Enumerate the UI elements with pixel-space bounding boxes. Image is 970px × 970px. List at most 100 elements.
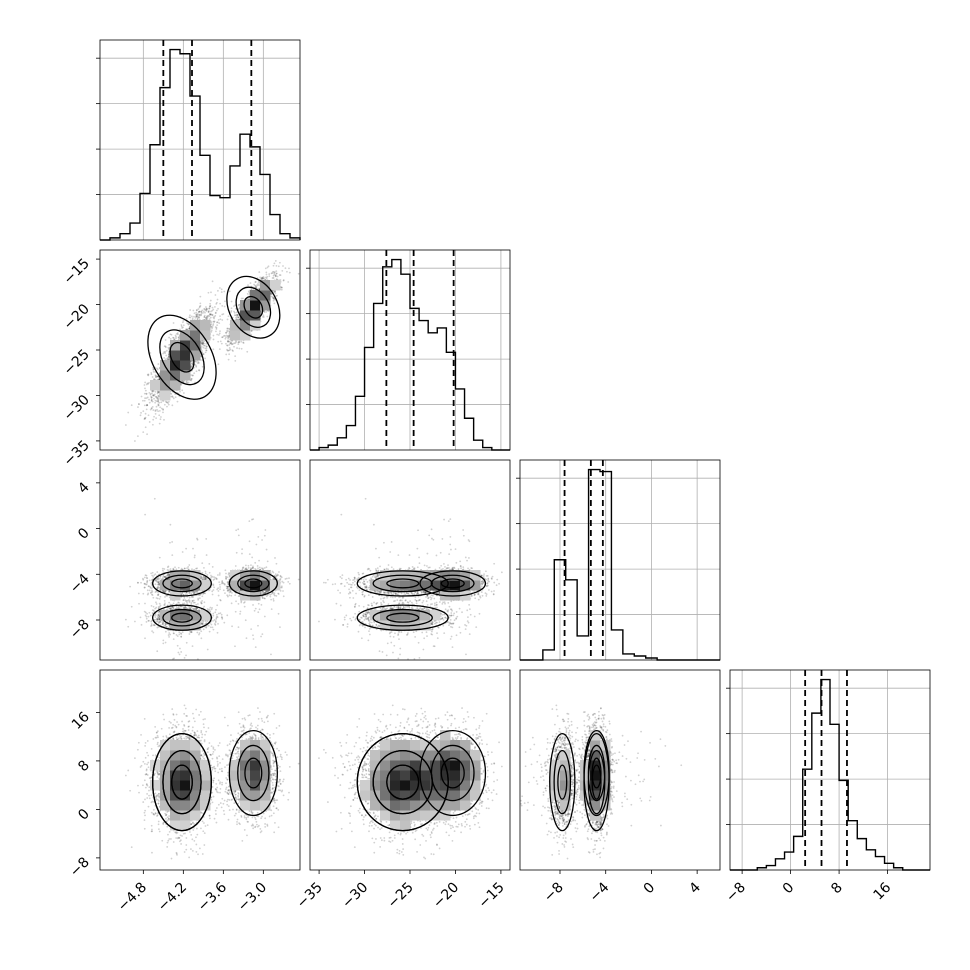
sample-point bbox=[282, 265, 284, 267]
sample-point bbox=[153, 394, 156, 397]
sample-point bbox=[205, 554, 208, 556]
sample-point bbox=[171, 396, 174, 399]
sample-point bbox=[202, 343, 205, 346]
sample-point bbox=[271, 272, 274, 274]
sample-point bbox=[205, 310, 208, 312]
sample-point bbox=[144, 513, 147, 516]
sample-point bbox=[275, 278, 278, 281]
sample-point bbox=[171, 395, 174, 398]
sample-point bbox=[220, 288, 223, 291]
sample-point bbox=[195, 315, 198, 318]
sample-point bbox=[229, 348, 232, 351]
sample-point bbox=[226, 318, 229, 321]
sample-point bbox=[203, 308, 206, 311]
sample-point bbox=[153, 378, 155, 381]
sample-point bbox=[150, 373, 153, 376]
sample-point bbox=[204, 357, 207, 360]
sample-point bbox=[223, 290, 226, 293]
sample-point bbox=[209, 305, 211, 308]
sample-point bbox=[163, 351, 165, 353]
histogram-frame-4 bbox=[729, 669, 931, 871]
sample-point bbox=[215, 301, 218, 304]
sample-point bbox=[148, 381, 150, 384]
sample-point bbox=[207, 341, 210, 343]
scatter-panel-3-1 bbox=[124, 497, 300, 660]
sample-point bbox=[205, 316, 208, 319]
sample-point bbox=[265, 271, 268, 274]
sample-point bbox=[240, 340, 243, 343]
sample-point bbox=[189, 309, 192, 311]
sample-point bbox=[157, 400, 160, 403]
sample-point bbox=[267, 265, 270, 268]
sample-point bbox=[281, 269, 284, 272]
sample-point bbox=[143, 392, 146, 395]
sample-point bbox=[198, 314, 201, 317]
sample-point bbox=[261, 277, 263, 280]
sample-point bbox=[196, 313, 199, 315]
sample-point bbox=[143, 417, 146, 420]
sample-point bbox=[198, 313, 201, 316]
sample-point bbox=[143, 418, 146, 421]
sample-point bbox=[224, 300, 226, 303]
sample-point bbox=[155, 400, 158, 403]
sample-point bbox=[190, 374, 192, 376]
histogram-panel-1 bbox=[96, 40, 301, 241]
sample-point bbox=[166, 401, 169, 404]
sample-point bbox=[222, 589, 225, 592]
sample-point bbox=[228, 327, 231, 330]
sample-point bbox=[151, 423, 154, 426]
sample-point bbox=[226, 330, 229, 333]
sample-point bbox=[276, 294, 278, 297]
sample-point bbox=[220, 342, 223, 345]
sample-point bbox=[211, 314, 214, 316]
sample-point bbox=[257, 281, 260, 284]
density-cell bbox=[160, 390, 171, 401]
sample-point bbox=[215, 330, 217, 333]
sample-point bbox=[181, 321, 184, 324]
sample-point bbox=[273, 271, 275, 273]
sample-point bbox=[154, 412, 157, 415]
sample-point bbox=[227, 315, 230, 318]
sample-point bbox=[257, 284, 260, 287]
sample-point bbox=[207, 291, 210, 294]
sample-point bbox=[148, 401, 151, 404]
sample-point bbox=[228, 330, 230, 332]
sample-point bbox=[264, 276, 267, 279]
sample-point bbox=[218, 332, 221, 335]
histogram-step bbox=[100, 48, 301, 241]
sample-point bbox=[195, 370, 198, 373]
sample-point bbox=[201, 365, 204, 368]
sample-point bbox=[146, 404, 149, 407]
sample-point bbox=[194, 316, 197, 319]
sample-point bbox=[139, 414, 142, 417]
sample-point bbox=[263, 310, 266, 312]
sample-point bbox=[244, 564, 247, 567]
sample-point bbox=[150, 371, 153, 374]
sample-point bbox=[210, 313, 213, 316]
sample-point bbox=[238, 341, 241, 344]
sample-point bbox=[151, 376, 154, 378]
sample-point bbox=[219, 302, 222, 305]
sample-point bbox=[221, 304, 224, 307]
sample-point bbox=[144, 397, 146, 400]
sample-point bbox=[212, 320, 215, 323]
sample-point bbox=[263, 615, 266, 618]
sample-point bbox=[198, 310, 201, 313]
sample-point bbox=[217, 334, 220, 336]
sample-point bbox=[168, 336, 171, 339]
sample-point bbox=[236, 318, 239, 321]
sample-point bbox=[205, 308, 208, 310]
sample-point bbox=[212, 338, 215, 341]
sample-point bbox=[224, 337, 227, 340]
sample-point bbox=[191, 362, 194, 365]
sample-point bbox=[228, 290, 231, 293]
sample-point bbox=[268, 273, 271, 275]
sample-point bbox=[156, 408, 158, 411]
sample-point bbox=[124, 424, 127, 426]
histogram-step bbox=[730, 678, 930, 871]
sample-point bbox=[143, 404, 146, 407]
sample-point bbox=[214, 294, 217, 296]
histogram-panel-4 bbox=[726, 670, 930, 871]
sample-point bbox=[157, 395, 160, 398]
sample-point bbox=[228, 347, 231, 349]
